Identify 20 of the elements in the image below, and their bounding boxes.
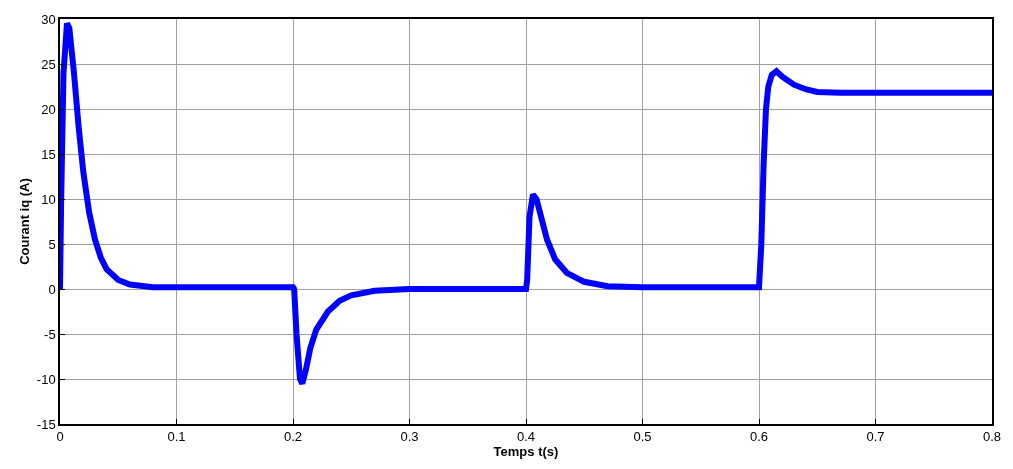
x-tick-label: 0.5 [633, 429, 652, 445]
y-tick-label: 0 [48, 281, 56, 297]
y-tick-label: 25 [41, 56, 56, 72]
x-tick-label: 0.3 [400, 429, 419, 445]
x-tick-label: 0.8 [982, 429, 1002, 445]
y-tick-label: -15 [36, 416, 56, 432]
y-tick-label: 20 [41, 101, 56, 117]
x-tick-label: 0.6 [749, 429, 769, 445]
y-tick-label: 10 [41, 191, 56, 207]
x-tick-label: 0.7 [866, 429, 885, 445]
x-tick-label: 0.4 [516, 429, 536, 445]
y-tick-label: -10 [36, 371, 56, 387]
x-tick-label: 0.1 [167, 429, 186, 445]
y-tick-label: 15 [41, 146, 56, 162]
x-tick-label: 0.2 [283, 429, 303, 445]
y-tick-label: 5 [48, 236, 56, 252]
y-axis-title: Courant iq (A) [17, 178, 33, 265]
y-tick-label: -5 [44, 326, 56, 342]
y-tick-label: 30 [41, 11, 56, 27]
x-axis-title: Temps t(s) [493, 444, 559, 460]
